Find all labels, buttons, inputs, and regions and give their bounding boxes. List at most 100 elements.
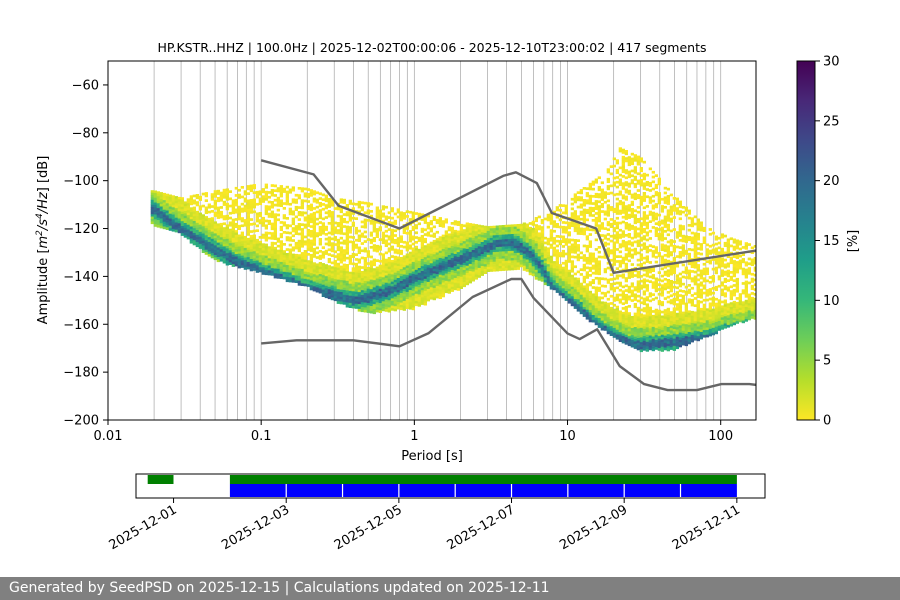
heatmap-cell: [609, 294, 613, 298]
heatmap-cell: [252, 265, 256, 269]
heatmap-cell: [369, 279, 373, 283]
heatmap-cell: [642, 182, 646, 186]
heatmap-cell: [345, 211, 349, 214]
heatmap-cell: [285, 236, 289, 239]
heatmap-cell: [273, 227, 277, 231]
heatmap-cell: [411, 288, 415, 291]
heatmap-cell: [633, 197, 637, 201]
heatmap-cell: [447, 233, 451, 237]
heatmap-cell: [402, 269, 406, 273]
heatmap-cell: [330, 273, 334, 277]
heatmap-cell: [573, 210, 577, 213]
heatmap-cell: [261, 252, 265, 256]
heatmap-cell: [420, 290, 424, 293]
heatmap-cell: [375, 300, 379, 303]
heatmap-cell: [510, 258, 514, 261]
heatmap-cell: [531, 244, 535, 248]
heatmap-cell: [471, 269, 475, 272]
heatmap-cell: [618, 324, 622, 328]
heatmap-cell: [423, 274, 427, 277]
heatmap-cell: [297, 273, 301, 277]
heatmap-cell: [309, 287, 313, 291]
heatmap-cell: [498, 244, 502, 248]
heatmap-cell: [345, 300, 349, 303]
heatmap-cell: [531, 251, 535, 255]
heatmap-cell: [336, 214, 340, 218]
heatmap-cell: [585, 302, 589, 306]
heatmap-cell: [390, 233, 394, 237]
heatmap-cell: [159, 218, 163, 222]
heatmap-cell: [612, 207, 616, 211]
heatmap-cell: [303, 250, 307, 253]
heatmap-cell: [459, 245, 463, 249]
heatmap-cell: [285, 269, 289, 273]
heatmap-cell: [345, 240, 349, 243]
heatmap-cell: [480, 266, 484, 269]
heatmap-cell: [210, 224, 214, 228]
heatmap-cell: [204, 220, 208, 224]
heatmap-cell: [582, 199, 586, 202]
heatmap-cell: [615, 312, 619, 316]
heatmap-cell: [396, 242, 400, 245]
heatmap-cell: [432, 287, 436, 291]
heatmap-cell: [648, 347, 652, 351]
heatmap-cell: [252, 236, 256, 240]
heatmap-cell: [525, 230, 529, 234]
heatmap-cell: [612, 330, 616, 333]
heatmap-cell: [435, 257, 439, 260]
heatmap-cell: [633, 154, 637, 157]
heatmap-cell: [306, 188, 310, 191]
heatmap-cell: [300, 237, 304, 241]
heatmap-cell: [213, 192, 217, 196]
heatmap-cell: [183, 203, 187, 207]
heatmap-cell: [300, 199, 304, 202]
heatmap-cell: [450, 279, 454, 283]
heatmap-cell: [156, 222, 160, 226]
heatmap-cell: [609, 326, 613, 329]
heatmap-cell: [570, 245, 574, 249]
heatmap-cell: [231, 223, 235, 227]
heatmap-cell: [495, 256, 499, 260]
heatmap-cell: [609, 314, 613, 317]
heatmap-cell: [591, 252, 595, 256]
heatmap-cell: [195, 230, 199, 233]
heatmap-cell: [288, 202, 292, 206]
heatmap-cell: [582, 311, 586, 315]
heatmap-cell: [414, 298, 418, 302]
heatmap-cell: [618, 173, 622, 177]
heatmap-cell: [357, 203, 361, 206]
heatmap-cell: [165, 205, 169, 209]
heatmap-cell: [219, 239, 223, 243]
heatmap-cell: [168, 228, 172, 231]
heatmap-cell: [429, 234, 433, 238]
heatmap-cell: [516, 260, 520, 263]
heatmap-cell: [624, 152, 628, 156]
heatmap-cell: [576, 289, 580, 293]
heatmap-cell: [423, 293, 427, 296]
heatmap-cell: [666, 219, 670, 222]
heatmap-cell: [438, 236, 442, 239]
heatmap-cell: [489, 261, 493, 265]
heatmap-cell: [660, 245, 664, 249]
heatmap-cell: [453, 237, 457, 240]
heatmap-cell: [378, 310, 382, 313]
heatmap-cell: [342, 225, 346, 228]
heatmap-cell: [426, 289, 430, 292]
heatmap-cell: [558, 252, 562, 255]
heatmap-cell: [150, 199, 154, 203]
heatmap-cell: [243, 247, 247, 251]
heatmap-cell: [522, 234, 526, 238]
heatmap-cell: [573, 227, 577, 230]
heatmap-cell: [426, 281, 430, 285]
heatmap-cell: [585, 276, 589, 279]
heatmap-cell: [624, 342, 628, 345]
heatmap-cell: [582, 307, 586, 310]
heatmap-cell: [609, 287, 613, 291]
heatmap-cell: [171, 228, 175, 232]
heatmap-cell: [591, 300, 595, 304]
heatmap-cell: [396, 210, 400, 214]
heatmap-cell: [519, 259, 523, 263]
heatmap-cell: [384, 251, 388, 255]
heatmap-cell: [402, 231, 406, 234]
heatmap-cell: [555, 223, 559, 226]
